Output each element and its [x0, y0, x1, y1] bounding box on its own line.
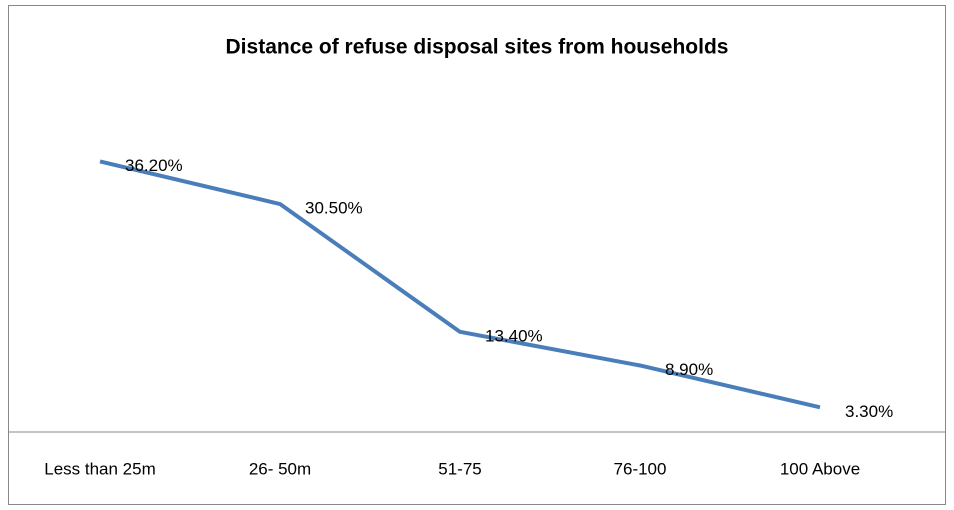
data-label: 8.90%	[665, 360, 713, 379]
x-tick-label: 51-75	[438, 459, 481, 478]
x-tick-label: 100 Above	[780, 459, 860, 478]
data-label: 13.40%	[485, 326, 543, 345]
data-label: 30.50%	[305, 198, 363, 217]
chart-title: Distance of refuse disposal sites from h…	[226, 36, 729, 59]
data-line	[99, 159, 821, 410]
data-label: 36.20%	[125, 156, 183, 175]
x-tick-label: 26- 50m	[249, 459, 311, 478]
x-tick-label: Less than 25m	[44, 459, 156, 478]
x-tick-label: 76-100	[614, 459, 667, 478]
data-label: 3.30%	[845, 402, 893, 421]
chart-border	[8, 5, 946, 505]
